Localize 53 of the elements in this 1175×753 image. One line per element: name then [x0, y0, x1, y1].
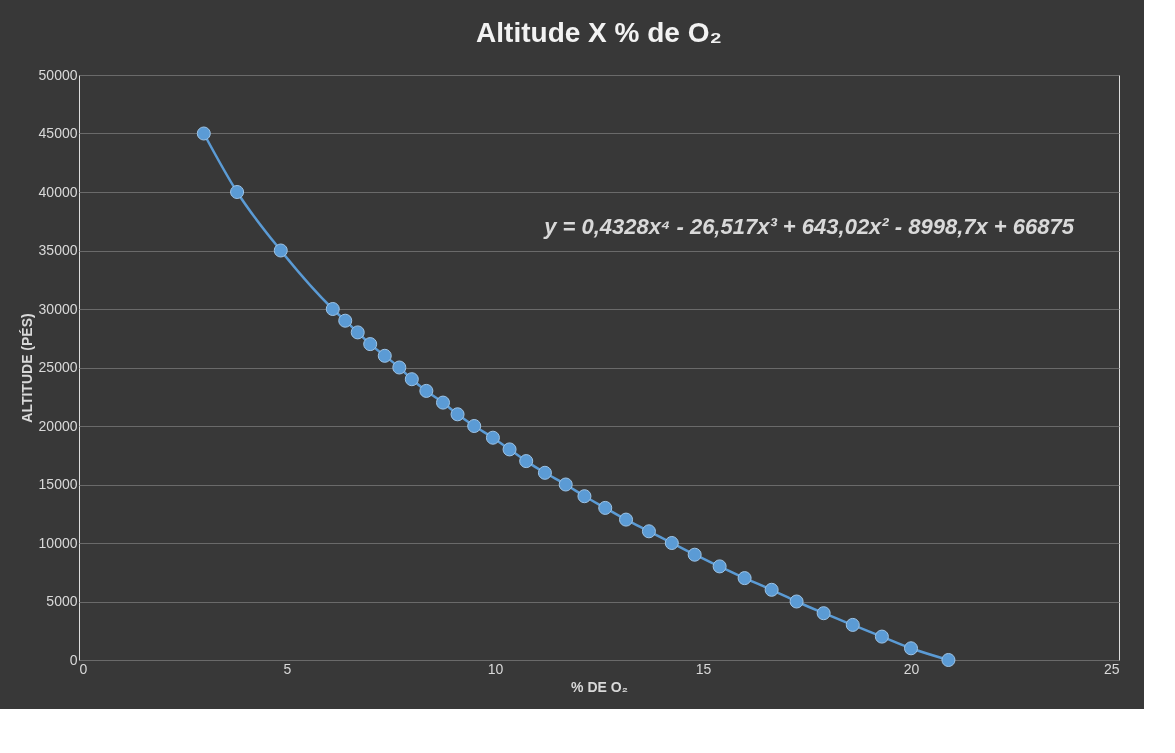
point — [467, 418, 482, 434]
x-tick-label: 15 — [695, 660, 712, 677]
point — [816, 606, 831, 621]
point — [419, 383, 434, 398]
x-tick-label: 25 — [1103, 660, 1120, 677]
x-axis-title: % DE O₂ — [571, 678, 628, 695]
point — [619, 512, 634, 527]
point — [874, 629, 889, 644]
point — [502, 442, 517, 457]
point — [450, 407, 465, 422]
y-tick-label: 10000 — [38, 534, 78, 551]
point — [435, 395, 451, 410]
y-tick-label: 20000 — [38, 417, 78, 434]
point — [903, 641, 919, 656]
point — [325, 301, 340, 317]
chart-title: Altitude X % de O₂ — [476, 17, 722, 48]
y-tick-label: 40000 — [38, 183, 78, 200]
point — [845, 617, 860, 632]
point — [392, 360, 407, 375]
point — [789, 594, 804, 609]
point — [941, 652, 956, 668]
point — [230, 184, 245, 200]
point — [598, 500, 613, 515]
point — [273, 243, 288, 258]
y-tick-label: 45000 — [38, 125, 78, 141]
point — [537, 465, 552, 480]
point — [519, 454, 534, 469]
point — [485, 430, 500, 445]
point — [363, 337, 378, 352]
point — [558, 477, 573, 492]
point — [404, 372, 419, 387]
x-tick-label: 10 — [487, 660, 504, 677]
x-tick-label: 20 — [903, 660, 920, 677]
point — [196, 126, 211, 141]
point — [664, 535, 679, 551]
y-tick-label: 35000 — [38, 242, 78, 258]
annotation: y = 0,4328x⁴ - 26,517x³ + 643,02x² - 8998,7x + 66875 — [543, 214, 1075, 240]
y-tick-label: 15000 — [38, 476, 78, 492]
y-tick-label: 30000 — [38, 300, 78, 317]
y-tick-label: 5000 — [46, 593, 78, 609]
y-axis-title: ALTITUDE (PÉS) — [18, 313, 35, 423]
y-tick-label: 50000 — [38, 66, 78, 83]
point — [641, 524, 656, 539]
point — [577, 489, 592, 504]
y-tick-label: 25000 — [38, 359, 78, 375]
point — [687, 547, 702, 562]
point — [338, 313, 353, 328]
point — [350, 325, 365, 340]
point — [764, 582, 779, 597]
point — [737, 571, 752, 586]
x-tick-label: 5 — [283, 660, 292, 677]
point — [712, 559, 727, 574]
point — [377, 348, 392, 363]
